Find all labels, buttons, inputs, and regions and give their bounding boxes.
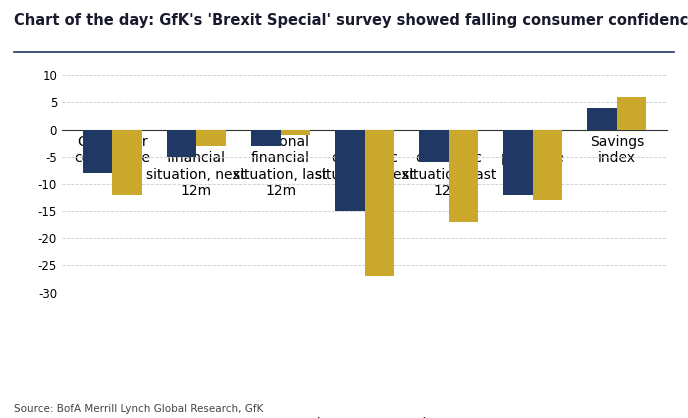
Bar [504, 130, 533, 195]
Text: Chart of the day: GfK's 'Brexit Special' survey showed falling consumer confiden: Chart of the day: GfK's 'Brexit Special'… [14, 13, 688, 28]
Bar [281, 130, 310, 135]
Bar [365, 130, 394, 276]
Bar [335, 130, 365, 211]
Bar [83, 130, 112, 173]
Legend: 1m change, 12m change: 1m change, 12m change [266, 412, 464, 418]
Bar [533, 130, 562, 200]
Bar [588, 108, 617, 130]
Bar [197, 130, 226, 146]
Bar [617, 97, 646, 130]
Bar [167, 130, 197, 157]
Bar [251, 130, 281, 146]
Bar [112, 130, 142, 195]
Bar [419, 130, 449, 162]
Text: Source: BofA Merrill Lynch Global Research, GfK: Source: BofA Merrill Lynch Global Resear… [14, 404, 263, 414]
Bar [449, 130, 478, 222]
